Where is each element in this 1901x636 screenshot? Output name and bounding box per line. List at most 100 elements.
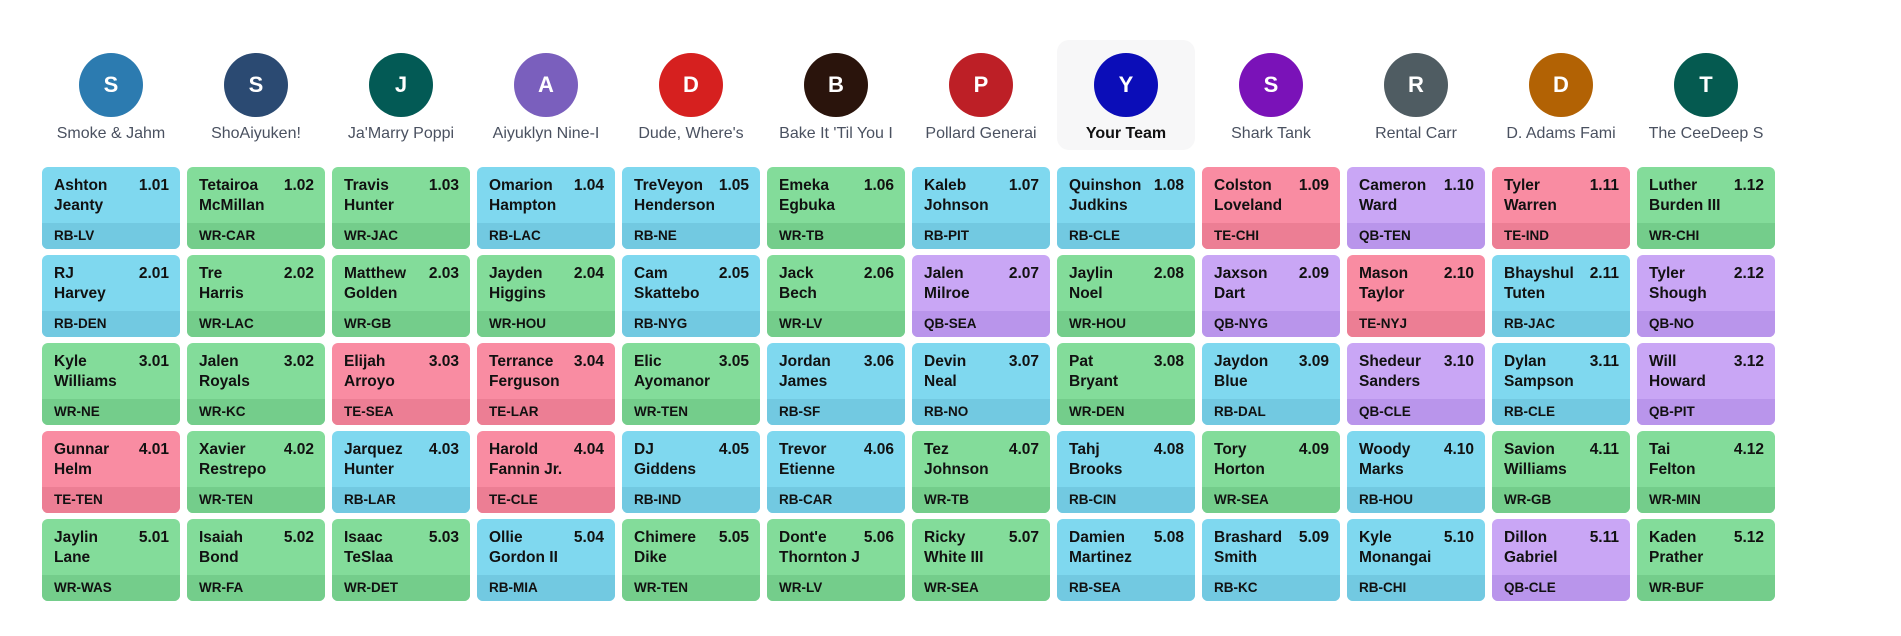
pick-card[interactable]: Devin Neal 3.07 RB-NO bbox=[912, 343, 1050, 425]
pick-card[interactable]: Isaac TeSlaa 5.03 WR-DET bbox=[332, 519, 470, 601]
pick-card[interactable]: Dylan Sampson 3.11 RB-CLE bbox=[1492, 343, 1630, 425]
pick-number: 1.01 bbox=[138, 177, 169, 194]
pick-card[interactable]: Quinshon Judkins 1.08 RB-CLE bbox=[1057, 167, 1195, 249]
pick-card[interactable]: TreVeyon Henderson 1.05 RB-NE bbox=[622, 167, 760, 249]
pick-card[interactable]: Jalen Milroe 2.07 QB-SEA bbox=[912, 255, 1050, 337]
pick-card[interactable]: Elic Ayomanor 3.05 WR-TEN bbox=[622, 343, 760, 425]
pick-card[interactable]: Emeka Egbuka 1.06 WR-TB bbox=[767, 167, 905, 249]
player-name: Devin Neal bbox=[924, 353, 967, 390]
team-header[interactable]: S ShoAiyuken! bbox=[187, 40, 325, 150]
position-team-label: RB-KC bbox=[1202, 575, 1340, 601]
pick-card[interactable]: Omarion Hampton 1.04 RB-LAC bbox=[477, 167, 615, 249]
position-team-label: QB-NYG bbox=[1202, 311, 1340, 337]
pick-card[interactable]: Tai Felton 4.12 WR-MIN bbox=[1637, 431, 1775, 513]
pick-card[interactable]: Travis Hunter 1.03 WR-JAC bbox=[332, 167, 470, 249]
pick-card[interactable]: Tre Harris 2.02 WR-LAC bbox=[187, 255, 325, 337]
pick-card[interactable]: Brashard Smith 5.09 RB-KC bbox=[1202, 519, 1340, 601]
team-header[interactable]: S Smoke & Jahm bbox=[42, 40, 180, 150]
pick-card[interactable]: Terrance Ferguson 3.04 TE-LAR bbox=[477, 343, 615, 425]
team-header[interactable]: D D. Adams Fami bbox=[1492, 40, 1630, 150]
pick-card[interactable]: Bhayshul Tuten 2.11 RB-JAC bbox=[1492, 255, 1630, 337]
position-team-label: RB-SF bbox=[767, 399, 905, 425]
pick-card[interactable]: Colston Loveland 1.09 TE-CHI bbox=[1202, 167, 1340, 249]
team-header[interactable]: T The CeeDeep S bbox=[1637, 40, 1775, 150]
pick-card[interactable]: Shedeur Sanders 3.10 QB-CLE bbox=[1347, 343, 1485, 425]
pick-card[interactable]: Jaydon Blue 3.09 RB-DAL bbox=[1202, 343, 1340, 425]
position-team-label: RB-NE bbox=[622, 223, 760, 249]
team-name: Shark Tank bbox=[1231, 125, 1311, 142]
team-header[interactable]: B Bake It 'Til You I bbox=[767, 40, 905, 150]
pick-card[interactable]: Tyler Shough 2.12 QB-NO bbox=[1637, 255, 1775, 337]
pick-card[interactable]: Jayden Higgins 2.04 WR-HOU bbox=[477, 255, 615, 337]
player-name: Kyle Williams bbox=[54, 353, 117, 390]
pick-card[interactable]: Savion Williams 4.11 WR-GB bbox=[1492, 431, 1630, 513]
pick-card[interactable]: Elijah Arroyo 3.03 TE-SEA bbox=[332, 343, 470, 425]
position-team-label: RB-DEN bbox=[42, 311, 180, 337]
pick-card[interactable]: Kaden Prather 5.12 WR-BUF bbox=[1637, 519, 1775, 601]
pick-card[interactable]: Xavier Restrepo 4.02 WR-TEN bbox=[187, 431, 325, 513]
position-team-label: RB-LV bbox=[42, 223, 180, 249]
team-header[interactable]: Y Your Team bbox=[1057, 40, 1195, 150]
player-name: Jalen Milroe bbox=[924, 265, 970, 302]
pick-card[interactable]: Jaylin Noel 2.08 WR-HOU bbox=[1057, 255, 1195, 337]
pick-card[interactable]: Jordan James 3.06 RB-SF bbox=[767, 343, 905, 425]
pick-card[interactable]: Cameron Ward 1.10 QB-TEN bbox=[1347, 167, 1485, 249]
pick-card[interactable]: Jaylin Lane 5.01 WR-WAS bbox=[42, 519, 180, 601]
pick-number: 3.09 bbox=[1298, 353, 1329, 370]
team-header[interactable]: R Rental Carr bbox=[1347, 40, 1485, 150]
pick-card[interactable]: Gunnar Helm 4.01 TE-TEN bbox=[42, 431, 180, 513]
pick-card[interactable]: Damien Martinez 5.08 RB-SEA bbox=[1057, 519, 1195, 601]
team-avatar: Y bbox=[1094, 53, 1158, 117]
pick-card[interactable]: Mason Taylor 2.10 TE-NYJ bbox=[1347, 255, 1485, 337]
pick-card[interactable]: Jarquez Hunter 4.03 RB-LAR bbox=[332, 431, 470, 513]
pick-card[interactable]: Woody Marks 4.10 RB-HOU bbox=[1347, 431, 1485, 513]
pick-card[interactable]: Kyle Monangai 5.10 RB-CHI bbox=[1347, 519, 1485, 601]
pick-card[interactable]: Trevor Etienne 4.06 RB-CAR bbox=[767, 431, 905, 513]
position-team-label: WR-NE bbox=[42, 399, 180, 425]
position-team-label: RB-LAC bbox=[477, 223, 615, 249]
pick-card[interactable]: Luther Burden III 1.12 WR-CHI bbox=[1637, 167, 1775, 249]
pick-card[interactable]: Dont'e Thornton J 5.06 WR-LV bbox=[767, 519, 905, 601]
position-team-label: RB-MIA bbox=[477, 575, 615, 601]
pick-card[interactable]: Tyler Warren 1.11 TE-IND bbox=[1492, 167, 1630, 249]
pick-card[interactable]: RJ Harvey 2.01 RB-DEN bbox=[42, 255, 180, 337]
pick-card[interactable]: Dillon Gabriel 5.11 QB-CLE bbox=[1492, 519, 1630, 601]
pick-card[interactable]: Isaiah Bond 5.02 WR-FA bbox=[187, 519, 325, 601]
team-header[interactable]: D Dude, Where's bbox=[622, 40, 760, 150]
team-header[interactable]: P Pollard Generai bbox=[912, 40, 1050, 150]
pick-card[interactable]: Tez Johnson 4.07 WR-TB bbox=[912, 431, 1050, 513]
team-header[interactable]: S Shark Tank bbox=[1202, 40, 1340, 150]
team-header[interactable]: J Ja'Marry Poppi bbox=[332, 40, 470, 150]
pick-card[interactable]: Ashton Jeanty 1.01 RB-LV bbox=[42, 167, 180, 249]
pick-card[interactable]: Tahj Brooks 4.08 RB-CIN bbox=[1057, 431, 1195, 513]
position-team-label: WR-TEN bbox=[622, 575, 760, 601]
pick-card[interactable]: Jaxson Dart 2.09 QB-NYG bbox=[1202, 255, 1340, 337]
player-name: Colston Loveland bbox=[1214, 177, 1283, 214]
pick-card[interactable]: Ollie Gordon II 5.04 RB-MIA bbox=[477, 519, 615, 601]
pick-card[interactable]: Tetairoa McMillan 1.02 WR-CAR bbox=[187, 167, 325, 249]
pick-card[interactable]: Ricky White III 5.07 WR-SEA bbox=[912, 519, 1050, 601]
team-header[interactable]: A Aiyuklyn Nine-I bbox=[477, 40, 615, 150]
pick-card[interactable]: Harold Fannin Jr. 4.04 TE-CLE bbox=[477, 431, 615, 513]
player-name: Woody Marks bbox=[1359, 441, 1411, 478]
team-avatar: T bbox=[1674, 53, 1738, 117]
pick-card[interactable]: Jack Bech 2.06 WR-LV bbox=[767, 255, 905, 337]
team-name: Rental Carr bbox=[1375, 125, 1457, 142]
player-name: Isaac TeSlaa bbox=[344, 529, 393, 566]
pick-number: 5.01 bbox=[138, 529, 169, 546]
pick-card[interactable]: Cam Skattebo 2.05 RB-NYG bbox=[622, 255, 760, 337]
pick-card[interactable]: Kaleb Johnson 1.07 RB-PIT bbox=[912, 167, 1050, 249]
pick-card[interactable]: Jalen Royals 3.02 WR-KC bbox=[187, 343, 325, 425]
pick-card[interactable]: Chimere Dike 5.05 WR-TEN bbox=[622, 519, 760, 601]
player-name: Brashard Smith bbox=[1214, 529, 1283, 566]
team-name: Ja'Marry Poppi bbox=[347, 125, 455, 142]
pick-card[interactable]: Tory Horton 4.09 WR-SEA bbox=[1202, 431, 1340, 513]
pick-card[interactable]: Will Howard 3.12 QB-PIT bbox=[1637, 343, 1775, 425]
pick-card[interactable]: Pat Bryant 3.08 WR-DEN bbox=[1057, 343, 1195, 425]
pick-card[interactable]: Matthew Golden 2.03 WR-GB bbox=[332, 255, 470, 337]
position-team-label: WR-HOU bbox=[1057, 311, 1195, 337]
pick-card[interactable]: DJ Giddens 4.05 RB-IND bbox=[622, 431, 760, 513]
pick-card[interactable]: Kyle Williams 3.01 WR-NE bbox=[42, 343, 180, 425]
team-avatar: D bbox=[1529, 53, 1593, 117]
player-name: Tre Harris bbox=[199, 265, 244, 302]
